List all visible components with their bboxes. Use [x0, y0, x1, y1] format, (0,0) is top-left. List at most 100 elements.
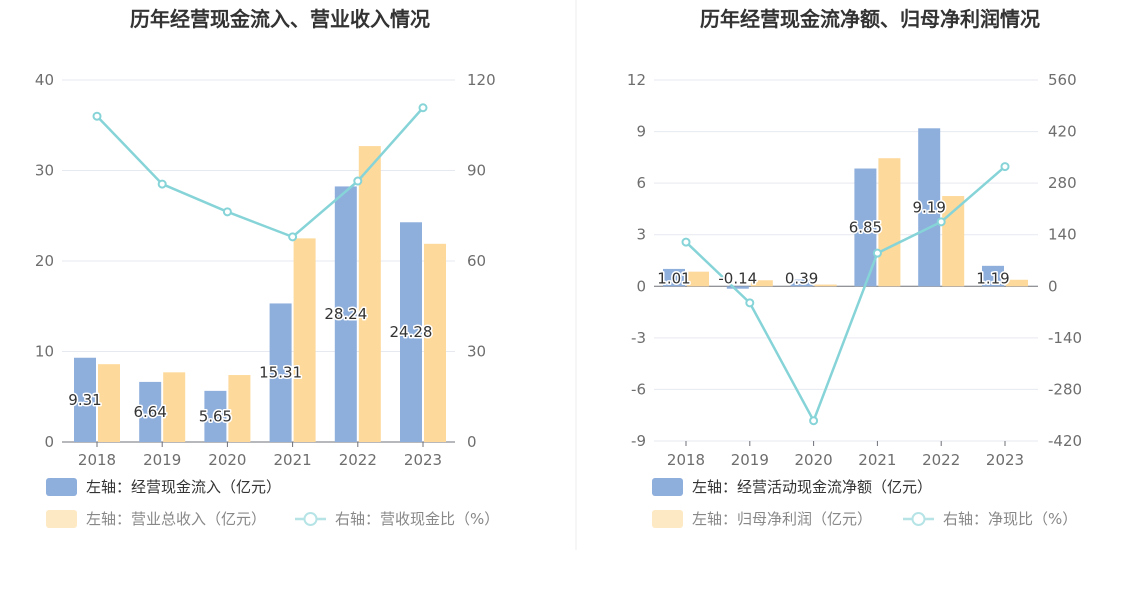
chart-1-left-tick-label: 10 — [35, 343, 54, 361]
chart-2-legend-marker — [911, 512, 926, 526]
chart-2-legend-swatch — [652, 510, 683, 528]
chart-2-left-tick-label: -6 — [631, 380, 646, 398]
chart-1-line-point — [353, 176, 363, 186]
chart-2-left-tick-label: -3 — [631, 329, 646, 347]
chart-1-bar-series1 — [269, 303, 292, 442]
chart-2-bar-series2 — [942, 196, 965, 287]
chart-1-bar-series1 — [204, 390, 227, 442]
chart-1-bar-series2 — [163, 372, 186, 442]
chart-2-legend-swatch — [652, 478, 683, 496]
chart-1-right-tick-label: 0 — [467, 433, 477, 451]
chart-1-legend-label: 右轴：营收现金比（%） — [335, 510, 499, 528]
chart-2-left-tick-label: -9 — [631, 432, 646, 450]
chart-1-legend-label: 左轴：经营现金流入（亿元） — [86, 478, 281, 496]
chart-2-right-tick-label: 560 — [1048, 71, 1077, 89]
chart-2-line-point — [809, 416, 819, 426]
chart-1-x-label: 2022 — [339, 451, 377, 469]
chart-1-bar-value-label: 15.31 — [259, 364, 302, 382]
chart-2-bar-series1 — [726, 286, 749, 289]
chart-2-bar-series1 — [854, 168, 877, 287]
chart-2-left-tick-label: 0 — [636, 277, 646, 295]
chart-1-x-label: 2019 — [143, 451, 181, 469]
chart-2-right-tick-label: -140 — [1048, 329, 1082, 347]
chart-1-legend-swatch — [46, 478, 77, 496]
chart-2-bar-series1 — [790, 279, 813, 287]
chart-2-line-point — [936, 217, 946, 227]
chart-1-bar-series2 — [424, 243, 446, 442]
chart-2-right-tick-label: 280 — [1048, 174, 1077, 192]
chart-2-line-series3 — [685, 165, 1006, 424]
chart-2-right-tick-label: 420 — [1048, 123, 1077, 141]
chart-2-bar-series2 — [814, 284, 837, 287]
chart-2-x-label: 2018 — [667, 451, 705, 469]
chart-1-legend-marker — [303, 512, 318, 526]
chart-1-line-point — [92, 111, 102, 121]
chart-2-line-point — [681, 237, 691, 247]
chart-1-bar-series2 — [293, 238, 316, 442]
chart-1-legend-label: 左轴：营业总收入（亿元） — [86, 510, 266, 528]
chart-1-right-tick-label: 60 — [467, 252, 486, 270]
chart-2-bar-series1 — [663, 268, 685, 287]
chart-1-bar-series1 — [400, 222, 422, 442]
chart-2-x-label: 2020 — [795, 451, 833, 469]
chart-1-bar-series2 — [98, 364, 120, 442]
chart-1-bar-value-label: 5.65 — [199, 407, 232, 425]
chart-1-bar-series1 — [74, 357, 96, 442]
chart-1-x-label: 2023 — [404, 451, 442, 469]
chart-2-title: 历年经营现金流净额、归母净利润情况 — [700, 7, 1040, 31]
chart-2-bar-series1 — [918, 128, 941, 287]
chart-2-legend-label: 左轴：归母净利润（亿元） — [692, 510, 872, 528]
chart-1-bar-value-label: 24.28 — [390, 323, 433, 341]
chart-2: -9 -420 -6 -280 -3 -140 0 0 3 140 6 280 9 420 12 560 201… — [627, 71, 1082, 528]
chart-1-line-point — [418, 103, 428, 113]
chart-1-bar-value-label: 9.31 — [68, 391, 101, 409]
chart-2-right-tick-label: -420 — [1048, 432, 1082, 450]
chart-1-right-tick-label: 30 — [467, 343, 486, 361]
chart-2-bar-series1 — [982, 265, 1004, 287]
chart-2-bar-value-label: 6.85 — [849, 218, 882, 236]
chart-2-left-tick-label: 9 — [636, 123, 646, 141]
chart-1-right-tick-label: 120 — [467, 71, 496, 89]
chart-2-bar-series2 — [878, 158, 901, 287]
chart-1-bar-series2 — [358, 146, 381, 442]
chart-1-x-label: 2018 — [78, 451, 116, 469]
chart-1-left-tick-label: 40 — [35, 71, 54, 89]
chart-2-x-label: 2019 — [731, 451, 769, 469]
chart-2-bar-series2 — [1006, 279, 1028, 287]
chart-2-legend-label: 左轴：经营活动现金流净额（亿元） — [692, 478, 932, 496]
chart-1-left-tick-label: 0 — [44, 433, 54, 451]
chart-1-legend-swatch — [46, 510, 77, 528]
chart-2-right-tick-label: -280 — [1048, 380, 1082, 398]
chart-1-line-point — [222, 207, 232, 217]
chart-1: 0 0 10 30 20 60 30 90 40 120 2018 2019 2020 2021 2022 2… — [35, 71, 499, 528]
chart-2-bar-value-label: 1.19 — [976, 269, 1009, 287]
chart-1-bar-series1 — [139, 381, 162, 442]
chart-2-line-point — [1000, 162, 1010, 172]
chart-2-left-tick-label: 3 — [636, 226, 646, 244]
chart-1-bar-series2 — [228, 375, 251, 442]
chart-1-bar-value-label: 28.24 — [324, 305, 367, 323]
chart-1-line-point — [288, 232, 298, 242]
chart-1-title: 历年经营现金流入、营业收入情况 — [130, 7, 430, 31]
chart-2-bar-value-label: -0.14 — [718, 269, 757, 287]
chart-1-line-point — [157, 179, 167, 189]
chart-1-left-tick-label: 20 — [35, 252, 54, 270]
chart-2-right-tick-label: 140 — [1048, 226, 1077, 244]
chart-1-bar-series1 — [334, 186, 357, 442]
chart-2-bar-series2 — [687, 271, 709, 287]
chart-2-left-tick-label: 6 — [636, 174, 646, 192]
chart-2-left-tick-label: 12 — [627, 71, 646, 89]
chart-1-line-series3 — [96, 106, 424, 239]
chart-2-bar-value-label: 9.19 — [912, 198, 945, 216]
chart-2-line-point — [745, 298, 755, 308]
chart-2-x-label: 2023 — [986, 451, 1024, 469]
chart-1-x-label: 2020 — [208, 451, 246, 469]
chart-1-right-tick-label: 90 — [467, 162, 486, 180]
chart-2-line-point — [872, 248, 882, 258]
chart-2-x-label: 2021 — [858, 451, 896, 469]
chart-1-bar-value-label: 6.64 — [133, 403, 166, 421]
chart-2-legend-label: 右轴：净现比（%） — [943, 510, 1077, 528]
chart-2-right-tick-label: 0 — [1048, 277, 1058, 295]
chart-2-bar-value-label: 0.39 — [785, 269, 818, 287]
